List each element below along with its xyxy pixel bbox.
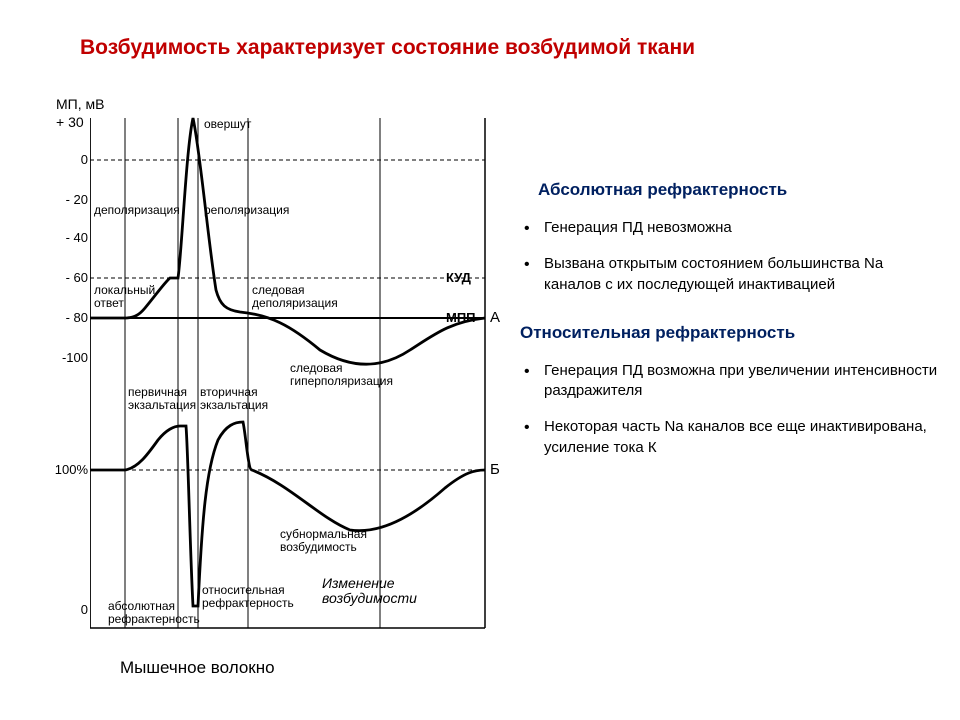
list-item: Вызвана открытым состоянием большинства …	[520, 254, 940, 295]
y-axis-top-tick: + 30	[56, 114, 84, 130]
label-local: локальныйответ	[94, 284, 176, 310]
label-repol: реполяризация	[204, 204, 289, 217]
list-item: Некоторая часть Na каналов все еще инакт…	[520, 417, 940, 458]
chart-caption: Мышечное волокно	[120, 658, 275, 678]
page-title: Возбудимость характеризует состояние воз…	[80, 36, 695, 60]
list-item: Генерация ПД возможна при увеличении инт…	[520, 361, 940, 402]
label-sec-exalt: вторичнаяэкзальтация	[200, 386, 268, 412]
section2-title: Относительная рефрактерность	[520, 323, 940, 343]
section1-title: Абсолютная рефрактерность	[538, 180, 940, 200]
label-trace-hyper: следоваягиперполяризация	[290, 362, 420, 388]
label-abs-ref: абсолютнаярефрактерность	[108, 600, 194, 626]
y-tick: - 80	[50, 310, 88, 325]
label-depol: деполяризация	[94, 204, 176, 217]
y-tick: 0	[50, 602, 88, 617]
chart-svg-wrap: овершут деполяризация реполяризация лока…	[90, 90, 490, 650]
y-tick: - 40	[50, 230, 88, 245]
section2-list: Генерация ПД возможна при увеличении инт…	[520, 361, 940, 458]
y-tick: - 20	[50, 192, 88, 207]
chart-container: МП, мВ + 30	[30, 90, 490, 670]
y-tick: 100%	[50, 462, 88, 477]
list-item: Генерация ПД невозможна	[520, 218, 940, 238]
y-tick: 0	[50, 152, 88, 167]
label-B: Б	[490, 462, 500, 479]
label-excit-change: Изменениевозбудимости	[322, 576, 442, 607]
label-subnorm: субнормальнаявозбудимость	[280, 528, 400, 554]
label-prim-exalt: первичнаяэкзальтация	[128, 386, 196, 412]
label-A: А	[490, 310, 500, 327]
y-tick: -100	[50, 350, 88, 365]
label-kud: КУД	[446, 270, 471, 285]
y-tick: - 60	[50, 270, 88, 285]
section1-list: Генерация ПД невозможна Вызвана открытым…	[520, 218, 940, 295]
label-mpp: МПП	[446, 310, 476, 325]
label-overshoot: овершут	[204, 118, 251, 131]
right-column: Абсолютная рефрактерность Генерация ПД н…	[520, 180, 940, 486]
label-rel-ref: относительнаярефрактерность	[202, 584, 302, 610]
label-trace-depol: следоваядеполяризация	[252, 284, 372, 310]
